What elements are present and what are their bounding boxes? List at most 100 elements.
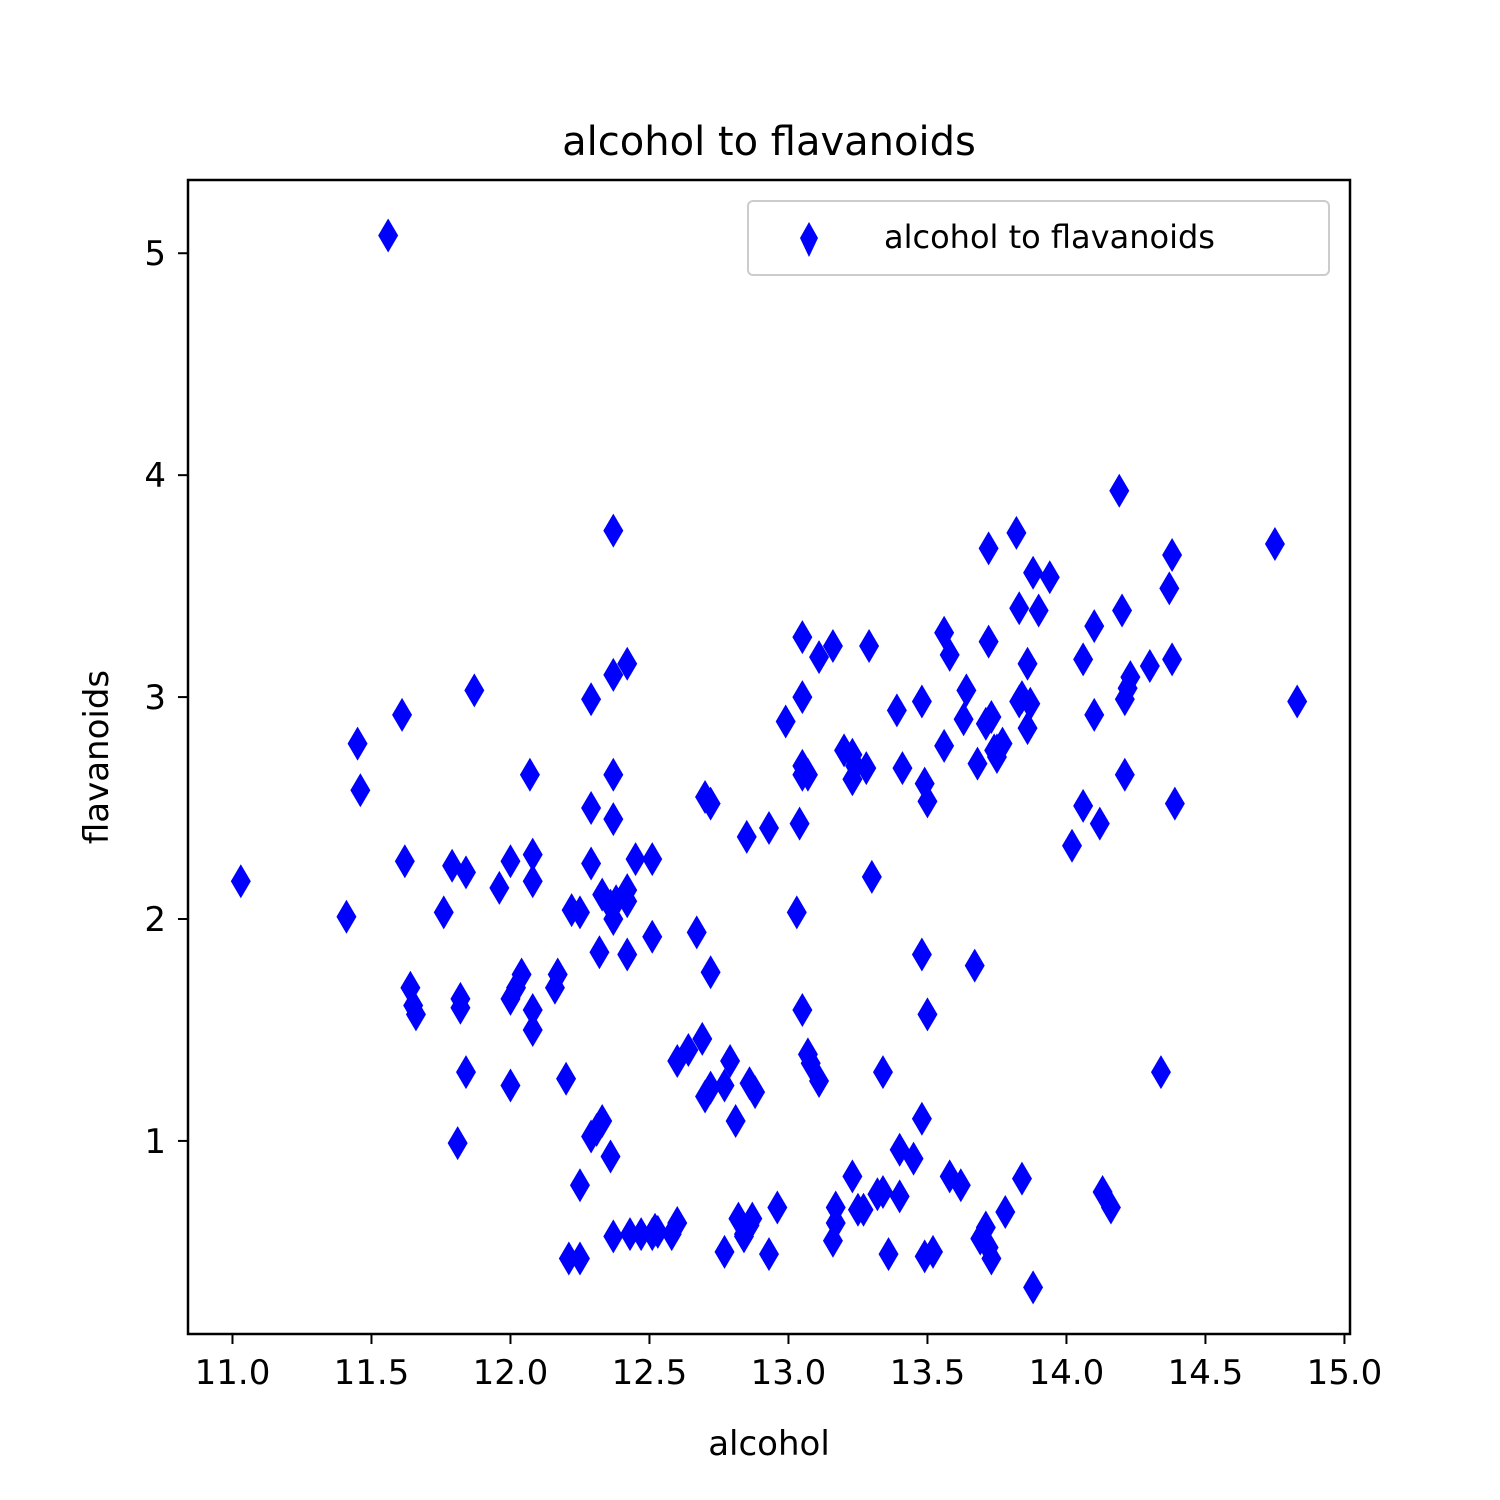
data-point [995,1194,1016,1229]
data-point [1073,642,1094,677]
data-point [917,784,938,819]
data-point [825,1206,846,1241]
data-point [720,1044,741,1079]
data-point [786,895,807,930]
data-point [714,1234,735,1269]
data-point [547,957,568,992]
data-point [789,806,810,841]
x-axis-label: alcohol [708,1424,830,1464]
data-point [853,1192,874,1227]
data-point [1011,1161,1032,1196]
data-point [642,919,663,954]
data-point [1009,591,1030,626]
data-point [450,990,471,1025]
data-point [981,700,1002,735]
data-point [903,1141,924,1176]
data-point [1120,660,1141,695]
data-point [1264,526,1285,561]
data-point [581,791,602,826]
x-tick-label: 13.0 [751,1353,827,1393]
x-tick-label: 14.0 [1029,1353,1105,1393]
data-point [1062,828,1083,863]
data-point [447,1126,468,1161]
data-point [603,1219,624,1254]
data-point [1162,538,1183,573]
data-point [405,997,426,1032]
data-point [792,680,813,715]
data-point [1112,593,1133,628]
data-point [500,844,521,879]
data-point [797,757,818,792]
points-layer [230,218,1308,1305]
y-tick-label: 3 [144,678,166,718]
data-point [569,895,590,930]
data-point [886,693,907,728]
data-point [950,1168,971,1203]
data-point [522,1012,543,1047]
data-point [767,1190,788,1225]
data-point [394,844,415,879]
x-tick-label: 12.0 [473,1353,549,1393]
data-point [978,531,999,566]
data-point [978,624,999,659]
data-point [742,1201,763,1236]
y-axis: 1 2 3 4 5 [144,234,188,1162]
data-point [872,1174,893,1209]
data-point [967,746,988,781]
x-tick-label: 13.5 [890,1353,966,1393]
data-point [569,1168,590,1203]
data-point [1039,560,1060,595]
data-point [631,1217,652,1252]
data-point [500,1068,521,1103]
data-point [1017,646,1038,681]
data-point [617,646,638,681]
data-point [725,1103,746,1138]
x-tick-label: 15.0 [1307,1353,1383,1393]
data-point [1073,788,1094,823]
data-point [822,629,843,664]
data-point [1159,571,1180,606]
data-point [792,620,813,655]
data-point [745,1075,766,1110]
data-point [1089,806,1110,841]
data-point [700,955,721,990]
data-point [589,935,610,970]
data-point [1114,757,1135,792]
data-point [759,1237,779,1272]
data-point [775,704,796,739]
x-tick-label: 14.5 [1168,1353,1244,1393]
data-point [1139,649,1160,684]
legend-box [747,200,1330,276]
data-point [939,637,960,672]
data-point [953,702,974,737]
data-point [1017,711,1038,746]
data-point [522,992,543,1027]
data-point [617,937,638,972]
data-point [911,1101,932,1136]
data-point [1084,609,1105,644]
data-point [455,1055,476,1090]
data-point [1023,555,1044,590]
data-point [1006,515,1027,550]
data-point [603,802,624,837]
x-axis: 11.0 11.5 12.0 12.5 13.0 13.5 14.0 14.5 15.0 [195,1334,1383,1393]
data-point [892,751,913,786]
legend-label: alcohol to flavanoids [884,218,1215,256]
data-point [759,811,779,846]
data-point [455,855,476,890]
data-point [1164,786,1185,821]
y-tick-label: 4 [144,456,166,496]
data-point [964,948,985,983]
data-point [347,726,368,761]
data-point [556,1061,577,1096]
data-point [911,684,932,719]
plot-area-frame [186,178,1352,1336]
data-point [511,957,532,992]
data-point [878,1237,899,1272]
data-point [889,1179,910,1214]
data-point [861,859,882,894]
data-point [1287,684,1308,719]
data-point [992,726,1013,761]
data-point [872,1055,893,1090]
data-point [700,786,721,821]
